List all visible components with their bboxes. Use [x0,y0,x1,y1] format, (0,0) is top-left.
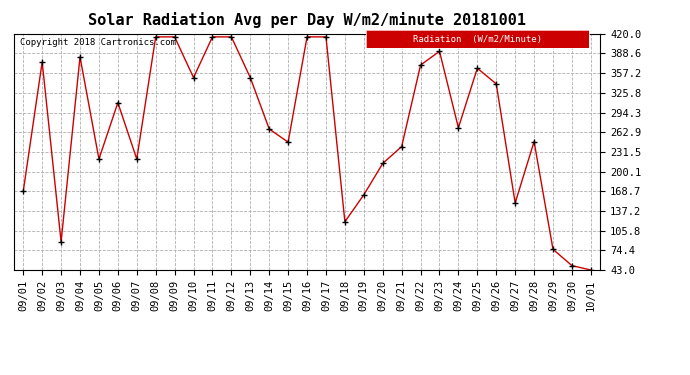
Text: Copyright 2018 Cartronics.com: Copyright 2018 Cartronics.com [19,39,175,48]
Title: Solar Radiation Avg per Day W/m2/minute 20181001: Solar Radiation Avg per Day W/m2/minute … [88,12,526,28]
